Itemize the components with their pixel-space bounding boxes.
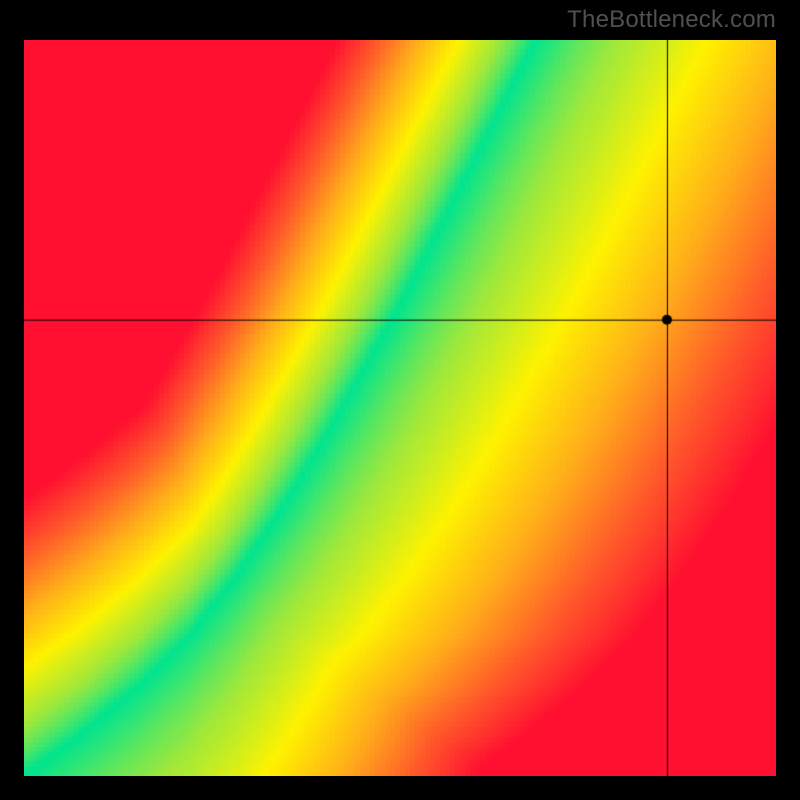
bottleneck-heatmap: [24, 40, 776, 776]
figure-container: TheBottleneck.com: [0, 0, 800, 800]
watermark-text: TheBottleneck.com: [567, 6, 776, 34]
